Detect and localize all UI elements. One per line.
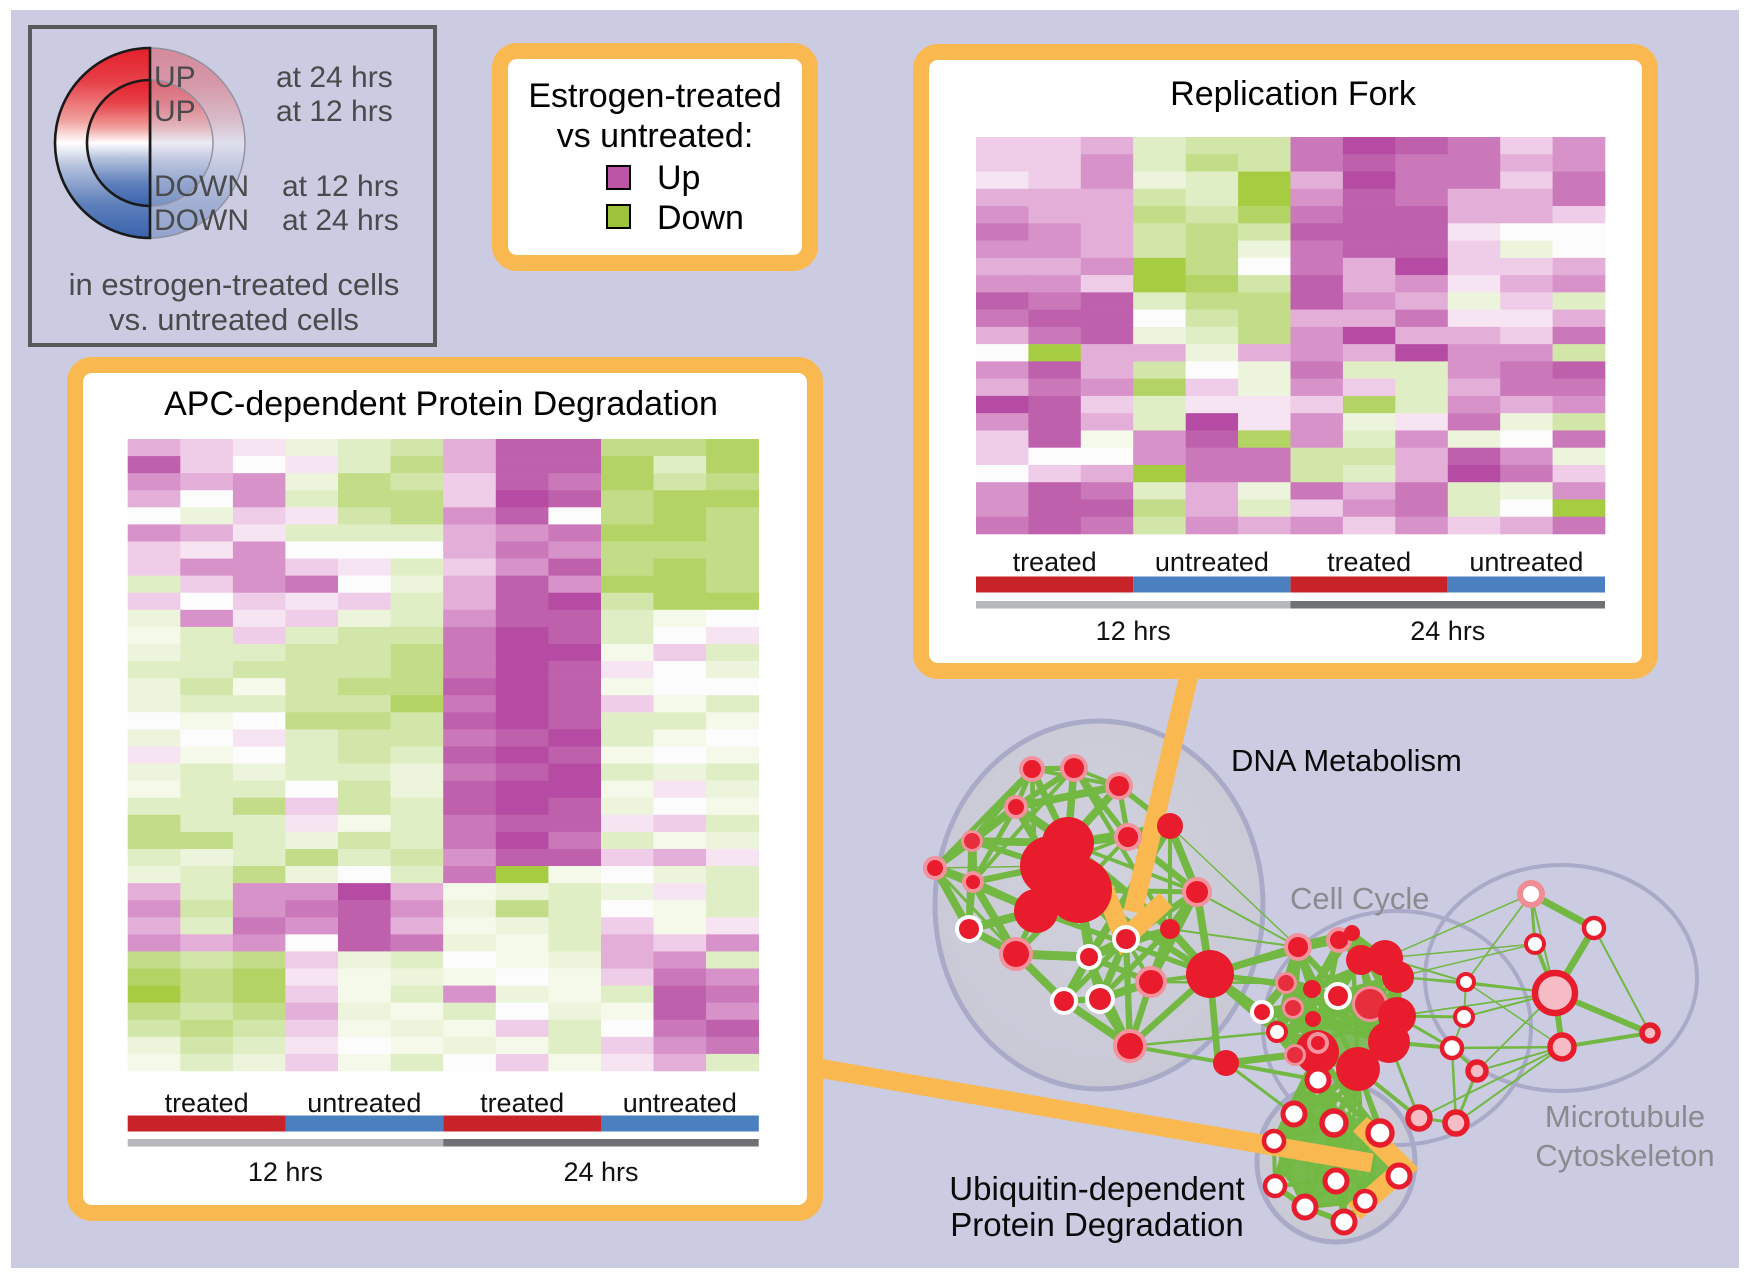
svg-text:Replication Fork: Replication Fork	[1170, 75, 1417, 113]
svg-text:Cell Cycle: Cell Cycle	[1290, 881, 1430, 916]
svg-text:treated: treated	[1327, 547, 1411, 577]
svg-text:treated: treated	[480, 1088, 564, 1118]
svg-text:UP: UP	[154, 61, 196, 94]
svg-text:24 hrs: 24 hrs	[1410, 616, 1485, 646]
svg-text:Up: Up	[657, 159, 700, 197]
svg-text:APC-dependent Protein Degradat: APC-dependent Protein Degradation	[164, 385, 718, 423]
svg-text:Microtubule: Microtubule	[1545, 1099, 1705, 1134]
svg-text:UP: UP	[154, 95, 196, 128]
svg-text:in estrogen-treated cells: in estrogen-treated cells	[69, 267, 400, 302]
svg-text:DOWN: DOWN	[154, 170, 249, 203]
svg-text:untreated: untreated	[1469, 547, 1583, 577]
svg-text:untreated: untreated	[1155, 547, 1269, 577]
svg-text:DOWN: DOWN	[154, 204, 249, 237]
svg-text:12 hrs: 12 hrs	[1096, 616, 1171, 646]
svg-text:treated: treated	[1013, 547, 1097, 577]
svg-text:treated: treated	[165, 1088, 249, 1118]
svg-text:Down: Down	[657, 199, 744, 237]
svg-text:Ubiquitin-dependent: Ubiquitin-dependent	[949, 1170, 1244, 1207]
svg-text:Protein Degradation: Protein Degradation	[950, 1206, 1244, 1243]
svg-text:at 24 hrs: at 24 hrs	[282, 204, 399, 237]
svg-text:vs. untreated cells: vs. untreated cells	[109, 302, 359, 337]
svg-text:24 hrs: 24 hrs	[563, 1157, 638, 1187]
svg-text:12 hrs: 12 hrs	[248, 1157, 323, 1187]
svg-text:untreated: untreated	[307, 1088, 421, 1118]
svg-text:at 12 hrs: at 12 hrs	[282, 170, 399, 203]
svg-text:Cytoskeleton: Cytoskeleton	[1535, 1138, 1714, 1173]
svg-text:vs untreated:: vs untreated:	[557, 117, 754, 155]
svg-text:untreated: untreated	[623, 1088, 737, 1118]
svg-text:Estrogen-treated: Estrogen-treated	[528, 77, 781, 115]
svg-text:DNA Metabolism: DNA Metabolism	[1231, 743, 1462, 778]
svg-text:at 12 hrs: at 12 hrs	[276, 95, 393, 128]
svg-text:at 24 hrs: at 24 hrs	[276, 61, 393, 94]
